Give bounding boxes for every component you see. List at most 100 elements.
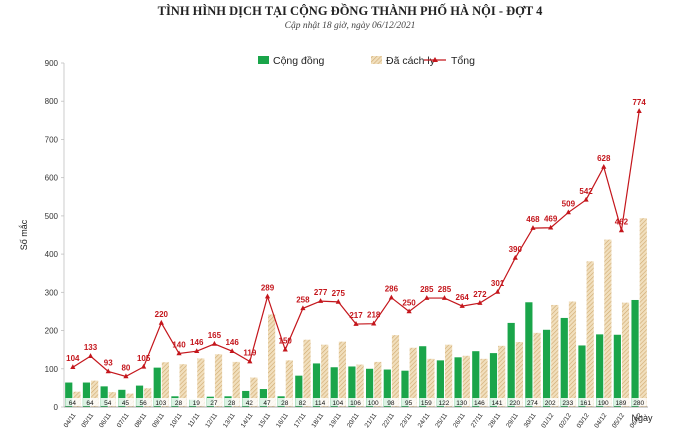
x-tick-label: 02/12 xyxy=(558,412,573,430)
x-tick-label: 03/12 xyxy=(576,412,591,430)
y-axis: 0 100 200 300 400 500 600 700 800 900 xyxy=(45,59,65,412)
bar-label-bg xyxy=(330,398,346,406)
y-tick-label: 200 xyxy=(45,327,59,336)
bar-isolated xyxy=(551,304,559,407)
bar-value-label-community: 82 xyxy=(299,400,307,407)
bar-isolated xyxy=(250,377,258,407)
bar-label-bg xyxy=(118,398,134,406)
x-tick-label: 18/11 xyxy=(310,412,325,429)
x-axis: 04/11 05/11 06/11 07/11 08/11 09/11 10/11 11/11… xyxy=(63,406,648,430)
total-value-label: 165 xyxy=(208,331,222,340)
bar-value-label-community: 27 xyxy=(210,400,218,407)
x-tick-label: 08/11 xyxy=(133,412,148,429)
bar-community xyxy=(100,386,108,407)
bar-label-bg xyxy=(189,398,205,406)
bar-label-bg xyxy=(224,398,240,406)
bar-community xyxy=(631,299,639,407)
total-value-label: 140 xyxy=(172,340,186,349)
total-point xyxy=(123,373,129,379)
total-value-label: 218 xyxy=(367,311,381,320)
bar-value-label-community: 54 xyxy=(104,400,112,407)
x-tick-label: 17/11 xyxy=(293,412,308,429)
bar-community xyxy=(560,317,568,407)
bar-isolated xyxy=(586,261,594,407)
bar-isolated xyxy=(515,342,523,407)
y-tick-label: 700 xyxy=(45,135,59,144)
total-value-label: 258 xyxy=(296,295,310,304)
bar-community xyxy=(348,366,356,407)
bar-label-bg xyxy=(419,398,435,406)
bar-community xyxy=(65,382,73,407)
bar-isolated xyxy=(427,358,435,407)
bar-community xyxy=(383,369,391,407)
total-point xyxy=(388,294,394,300)
bar-isolated xyxy=(498,345,506,407)
bar-isolated xyxy=(444,344,453,407)
total-value-label: 250 xyxy=(402,298,416,307)
x-tick-label: 30/11 xyxy=(523,412,538,429)
legend-marker-total xyxy=(432,57,438,62)
total-point xyxy=(494,288,501,294)
y-axis-title: Số mắc xyxy=(19,219,29,250)
x-tick-label: 24/11 xyxy=(417,412,432,429)
bar-value-label-community: 130 xyxy=(456,400,467,407)
bar-label-bg xyxy=(436,398,452,406)
bar-label-bg xyxy=(631,398,647,406)
total-point xyxy=(105,368,111,374)
bar-value-label-community: 189 xyxy=(616,400,627,407)
total-point xyxy=(530,225,536,230)
total-point xyxy=(247,358,253,364)
total-value-label: 275 xyxy=(332,289,346,298)
bar-isolated xyxy=(268,314,276,407)
total-value-label: 468 xyxy=(526,215,540,224)
x-tick-label: 19/11 xyxy=(328,412,343,429)
chart-title: TÌNH HÌNH DỊCH TẠI CỘNG ĐỒNG THÀNH PHỐ H… xyxy=(158,3,544,18)
bar-value-label-community: 122 xyxy=(439,400,450,407)
y-tick-label: 400 xyxy=(45,250,59,259)
bar-value-label-community: 45 xyxy=(122,400,130,407)
bar-community xyxy=(419,346,427,407)
bar-value-label-community: 104 xyxy=(332,400,343,407)
total-value-label: 104 xyxy=(66,354,80,363)
x-tick-label: 04/11 xyxy=(63,412,78,429)
bar-value-label-community: 190 xyxy=(598,400,609,407)
bar-value-label-community: 28 xyxy=(228,400,236,407)
bar-community xyxy=(454,357,462,407)
total-value-label: 509 xyxy=(562,199,576,208)
bar-isolated xyxy=(409,347,417,407)
bar-label-bg xyxy=(313,398,329,406)
y-tick-label: 0 xyxy=(54,403,59,412)
bar-labels: 64 64 54 45 56 103 28 19 27 28 42 47 28 82 114 104 106 10… xyxy=(65,398,647,407)
bar-label-bg xyxy=(613,398,629,406)
total-point xyxy=(87,353,94,358)
y-tick-label: 500 xyxy=(45,212,59,221)
bar-label-bg xyxy=(560,398,576,406)
total-point xyxy=(335,298,341,304)
x-tick-label: 12/11 xyxy=(204,412,219,429)
total-value-label: 286 xyxy=(385,285,399,294)
total-value-label: 119 xyxy=(243,349,256,358)
total-point xyxy=(441,295,448,300)
y-tick-label: 600 xyxy=(45,174,59,183)
bar-value-label-community: 100 xyxy=(368,400,379,407)
total-value-label: 628 xyxy=(597,154,611,163)
total-point xyxy=(459,303,465,308)
total-value-label: 462 xyxy=(615,217,629,226)
total-value-label: 301 xyxy=(491,279,505,288)
bar-value-label-community: 114 xyxy=(315,400,326,407)
bar-isolated xyxy=(391,335,400,407)
x-tick-label: 27/11 xyxy=(470,412,485,429)
total-value-label: 272 xyxy=(473,290,487,299)
total-point xyxy=(141,363,147,369)
bar-isolated xyxy=(533,332,541,407)
total-point xyxy=(583,196,589,202)
total-value-label: 80 xyxy=(121,363,130,372)
total-point xyxy=(176,350,182,356)
bar-label-bg xyxy=(136,398,152,406)
bar-value-label-community: 274 xyxy=(527,400,538,407)
bar-isolated xyxy=(214,354,223,407)
bar-isolated xyxy=(480,358,488,407)
bar-label-bg xyxy=(83,398,99,406)
